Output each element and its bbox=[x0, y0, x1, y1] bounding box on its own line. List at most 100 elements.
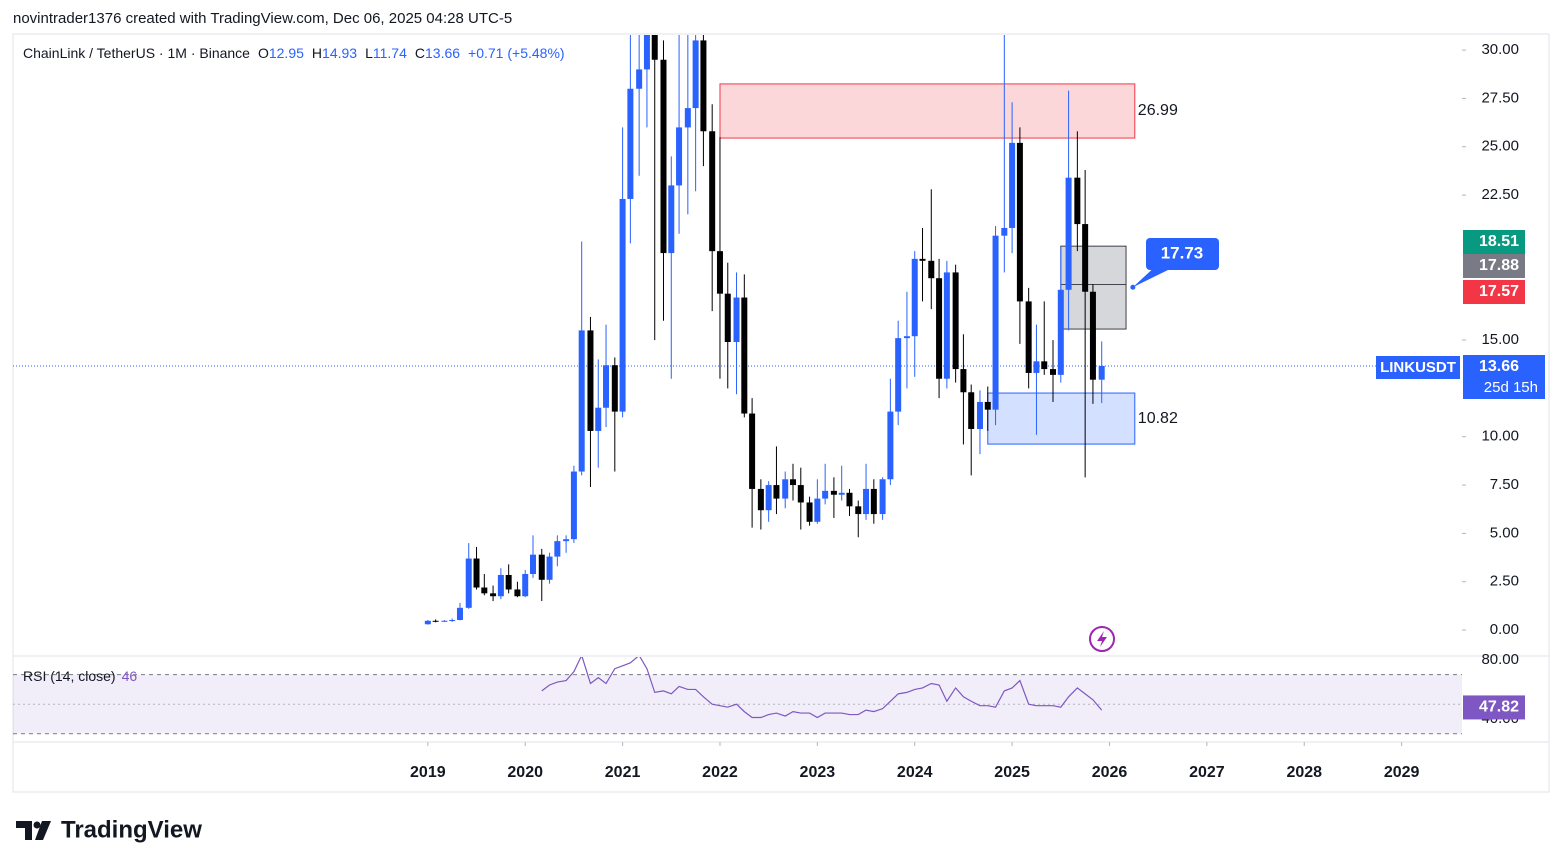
candle-body bbox=[960, 369, 967, 393]
zone-label: 10.82 bbox=[1138, 410, 1178, 427]
candle-body bbox=[660, 59, 667, 254]
price-pane bbox=[13, 35, 1462, 625]
candle-body bbox=[1001, 227, 1008, 236]
candle-body bbox=[1089, 291, 1096, 380]
candle-body bbox=[1074, 177, 1081, 225]
candle-body bbox=[830, 490, 837, 495]
candle-body bbox=[709, 131, 716, 252]
last-price-box bbox=[1463, 355, 1545, 399]
candle-body bbox=[741, 297, 748, 414]
candle-body bbox=[887, 411, 894, 480]
candle-body bbox=[1009, 142, 1016, 228]
candle-body bbox=[968, 392, 975, 430]
y-tick-label: 5.00 bbox=[1490, 524, 1519, 541]
flash-icon bbox=[1089, 626, 1115, 652]
candle-body bbox=[782, 479, 789, 499]
candle-body bbox=[943, 272, 950, 379]
candle-body bbox=[554, 541, 561, 557]
x-tick-label: 2026 bbox=[1092, 764, 1128, 781]
candle-body bbox=[530, 554, 537, 574]
legend-close: 13.66 bbox=[425, 45, 460, 61]
price-label: 18.51 bbox=[1479, 233, 1519, 250]
rsi-legend: RSI (14, close) 46 bbox=[23, 668, 137, 684]
price-label-box bbox=[1463, 254, 1525, 278]
y-tick-label: 15.00 bbox=[1481, 331, 1519, 348]
countdown-label: 25d 15h bbox=[1484, 379, 1538, 396]
price-label-box bbox=[1463, 230, 1525, 254]
candle-body bbox=[879, 479, 886, 515]
candle-body bbox=[449, 620, 456, 622]
ticker-box bbox=[1376, 356, 1460, 379]
candle-body bbox=[855, 506, 862, 515]
header: novintrader1376 created with TradingView… bbox=[13, 10, 512, 27]
candle-body bbox=[952, 272, 959, 370]
candle-body bbox=[765, 485, 772, 511]
candle-body bbox=[1065, 177, 1072, 290]
legend-key: H bbox=[312, 45, 322, 61]
ticker-label: LINKUSDT bbox=[1380, 359, 1456, 376]
candle-body bbox=[733, 297, 740, 343]
candle-body bbox=[1098, 365, 1105, 380]
callout-box bbox=[1146, 238, 1219, 270]
legend-key: O bbox=[258, 45, 269, 61]
x-tick-label: 2029 bbox=[1384, 764, 1420, 781]
candle-body bbox=[1082, 224, 1089, 292]
candle-body bbox=[992, 235, 999, 410]
legend: ChainLink / TetherUS · 1M · Binance O12.9… bbox=[23, 45, 565, 61]
candle-body bbox=[611, 365, 618, 412]
candle-body bbox=[797, 485, 804, 503]
candle-body bbox=[976, 401, 983, 430]
candle-body bbox=[846, 492, 853, 507]
candle-body bbox=[627, 88, 634, 199]
x-tick-label: 2027 bbox=[1189, 764, 1225, 781]
y-tick-label: 0.00 bbox=[1490, 621, 1519, 638]
x-tick-label: 2023 bbox=[800, 764, 836, 781]
candle-body bbox=[870, 488, 877, 515]
legend-key: C bbox=[415, 45, 425, 61]
y-tick-label: 7.50 bbox=[1490, 476, 1519, 493]
y-tick-label: 25.00 bbox=[1481, 138, 1519, 155]
price-label: 17.88 bbox=[1479, 257, 1519, 274]
candle-body bbox=[773, 485, 780, 499]
candle-body bbox=[928, 260, 935, 279]
candle-body bbox=[806, 502, 813, 522]
zone-label: 26.99 bbox=[1138, 102, 1178, 119]
x-tick-label: 2020 bbox=[507, 764, 543, 781]
candle-body bbox=[838, 492, 845, 495]
candle-body bbox=[676, 127, 683, 186]
candle-body bbox=[790, 479, 797, 486]
x-tick-label: 2019 bbox=[410, 764, 446, 781]
x-tick-label: 2021 bbox=[605, 764, 641, 781]
candle-body bbox=[984, 401, 991, 410]
axes: 0.00 2.50 5.00 7.50 10.00 15.00 22.50 25.00 27.5… bbox=[410, 41, 1545, 781]
candle-body bbox=[643, 35, 650, 70]
candle-body bbox=[424, 620, 431, 625]
x-tick-label: 2022 bbox=[702, 764, 738, 781]
candle-body bbox=[822, 490, 829, 499]
candle-body bbox=[456, 607, 463, 621]
rsi-last-label: 47.82 bbox=[1479, 699, 1519, 716]
zone bbox=[719, 83, 1136, 139]
candle-body bbox=[724, 293, 731, 343]
candle-body bbox=[603, 365, 610, 408]
y-tick-label: 27.50 bbox=[1481, 89, 1519, 106]
x-tick-label: 2024 bbox=[897, 764, 933, 781]
candle-body bbox=[546, 556, 553, 580]
legend-low: 11.74 bbox=[373, 45, 407, 61]
y-tick-label: 30.00 bbox=[1481, 41, 1519, 58]
candle-body bbox=[919, 258, 926, 261]
rsi-last-box bbox=[1463, 695, 1525, 720]
candle-body bbox=[668, 185, 675, 254]
candle-body bbox=[432, 620, 439, 622]
candle-body bbox=[1050, 369, 1057, 375]
candle-body bbox=[595, 407, 602, 431]
candle-body bbox=[684, 108, 691, 128]
candle-body bbox=[936, 278, 943, 379]
candle-body bbox=[863, 488, 870, 515]
price-label: 17.57 bbox=[1479, 283, 1519, 300]
candle-body bbox=[814, 498, 821, 522]
chart-frame bbox=[12, 33, 1550, 793]
price-label-box bbox=[1463, 280, 1525, 304]
legend-change: +0.71 (+5.48%) bbox=[468, 45, 565, 61]
